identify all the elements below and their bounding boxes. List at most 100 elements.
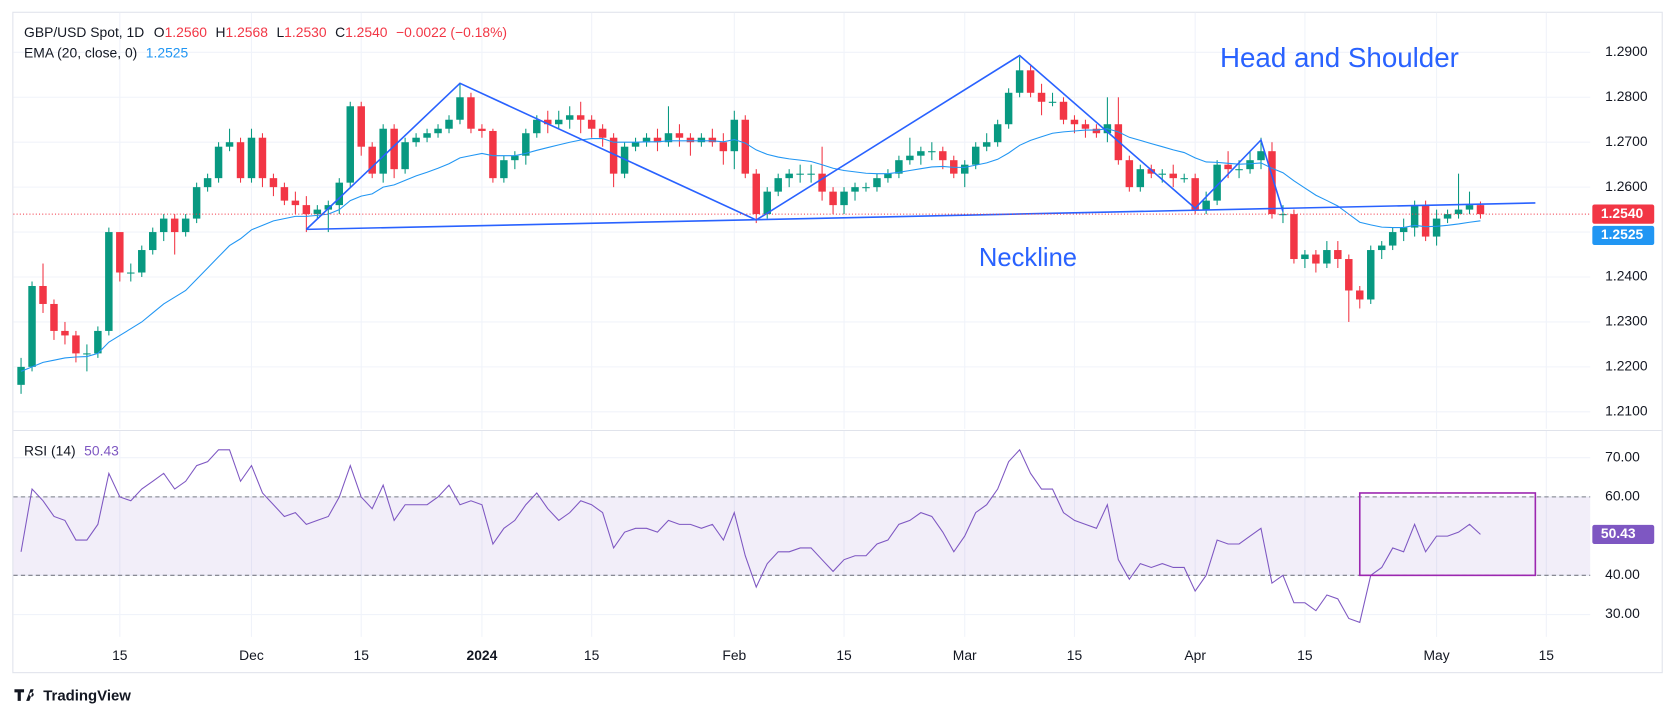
candle-body [895,160,903,174]
rsi-value: 50.43 [84,442,119,458]
candle-body [971,146,980,165]
candle-body [522,133,530,156]
y-tick-label: 1.2800 [1605,88,1648,104]
candle-body [533,119,541,134]
ema-legend: EMA (20, close, 0) 1.2525 [24,44,188,60]
candle-body [763,191,771,215]
x-tick-label: 15 [836,647,852,663]
candle-body [423,133,431,138]
candle-body [1136,169,1145,188]
candle-body [1388,232,1397,246]
x-tick-label: Feb [722,647,746,663]
rsi-price-label: 50.43 [1601,525,1636,541]
candle-body [1421,205,1430,237]
candle-body [1015,70,1024,93]
candle-body [280,187,289,201]
y-tick-label: 1.2200 [1605,358,1648,374]
candle-body [1399,227,1408,233]
candle-body [1092,128,1101,134]
candle-body [17,366,25,385]
candle-body [708,137,717,143]
candle-body [379,128,387,174]
candle-body [587,119,596,129]
axes: 15 Dec 15 2024 15 Feb 15 Mar 15 Apr 15 May 15 1.2100 1… [24,24,1655,663]
candle-body [1334,250,1342,260]
candle-body [1290,214,1298,260]
candle-body [313,209,322,215]
candle-body [61,330,69,336]
candle-body [50,303,58,331]
candle-body [236,142,245,179]
last-price-label: 1.2540 [1601,205,1644,221]
annotation-box [1358,492,1537,577]
candle-body [357,106,365,147]
candle-body [127,272,135,274]
candle-body [1465,205,1474,210]
candle-body [258,137,267,179]
ohlc-value: 1.2530 [284,24,327,40]
candle-body [401,142,409,170]
ohlc-key: H [216,24,226,40]
candle-body [181,218,190,233]
rsi-name: RSI (14) [24,442,76,458]
rsi-price-label-bg [1592,524,1655,545]
candle-body [159,218,168,233]
y-tick-label: 1.2100 [1605,402,1648,418]
candle-body [1191,178,1199,210]
logo-icon [14,689,34,701]
candle-body [269,178,278,188]
candle-body [664,133,673,143]
candle-body [1268,151,1276,215]
candle-body [192,187,201,219]
ema-price-label: 1.2525 [1601,226,1644,242]
y-tick-label: 1.2600 [1605,178,1648,194]
candle-body [456,97,464,120]
candle-body [1224,164,1232,170]
candle-body [796,173,804,175]
candle-body [478,128,486,131]
plot: Head and Shoulder Neckline [13,42,1591,624]
candle-body [324,205,333,210]
candle-body [1202,200,1210,210]
candle-body [445,119,453,129]
x-tick-label: 2024 [467,647,498,663]
ohlc-key: L [276,24,284,40]
x-tick-label: 15 [1539,647,1555,663]
candle-body [774,178,782,192]
candle-body [72,335,80,354]
x-tick-label: Dec [239,647,264,663]
candle-body [884,173,892,179]
candle-body [511,155,519,161]
annotation: Head and Shoulder [1220,42,1459,73]
candle-body [906,155,914,161]
ohlc-value: 1.2540 [345,24,388,40]
candle-body [1147,169,1156,174]
y-tick-label: 30.00 [1605,605,1640,621]
x-tick-label: Mar [953,647,977,663]
candle-body [138,250,146,273]
candle-body [346,106,354,183]
candle-body [1312,254,1320,264]
y-tick-label: 1.2900 [1605,43,1648,59]
candle-body [576,115,585,120]
candle-body [1410,205,1419,228]
y-tick-label: 70.00 [1605,448,1640,464]
candle-body [939,151,947,161]
x-tick-label: May [1423,647,1449,663]
candle-body [1004,92,1013,125]
candle-body [993,124,1002,143]
candle-body [302,205,311,215]
y-tick-label: 1.2700 [1605,133,1648,149]
ema-name: EMA (20, close, 0) [24,44,137,60]
candle-body [1081,124,1090,129]
ohlc-key: C [335,24,345,40]
candle-body [818,173,826,192]
candle-body [335,182,344,206]
grid [13,12,1591,637]
candle-body [917,151,925,156]
candle-body [565,115,574,120]
candle-body [1235,169,1243,171]
candle-body [214,146,223,179]
